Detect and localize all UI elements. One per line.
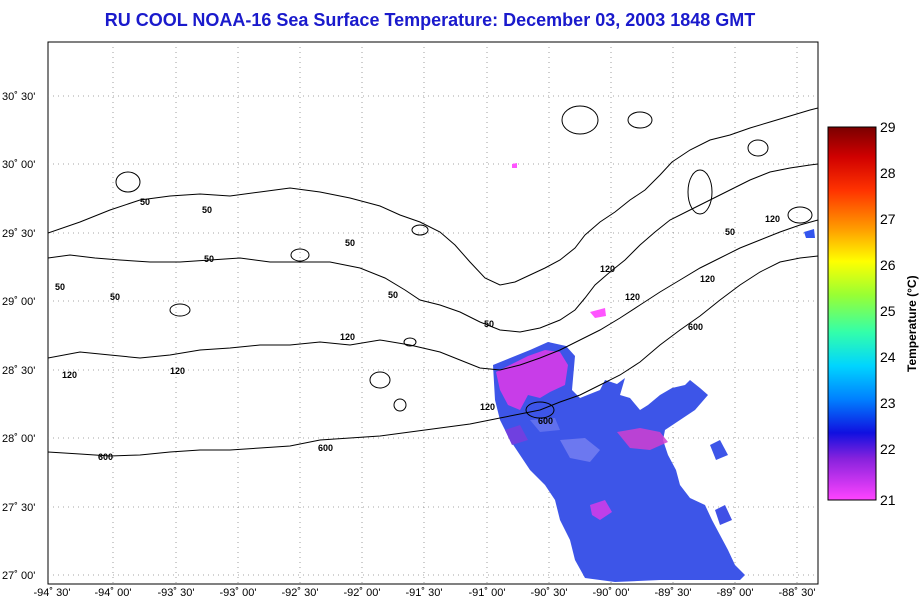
lon-label: -90˚ 30'	[531, 587, 568, 599]
lon-label: -94˚ 30'	[34, 587, 71, 599]
sst-patch-small	[710, 440, 728, 460]
contour-label: 50	[202, 205, 212, 215]
contour-label: 600	[688, 322, 703, 332]
sst-patch-small-2	[715, 505, 732, 525]
contour-label: 120	[765, 214, 780, 224]
lon-label: -89˚ 30'	[655, 587, 692, 599]
contour-label: 600	[538, 416, 553, 426]
lon-label: -91˚ 00'	[469, 587, 506, 599]
isobath-600	[48, 255, 818, 457]
bathymetry-contours	[48, 105, 818, 457]
isobath-120	[48, 219, 818, 371]
lon-label: -94˚ 00'	[95, 587, 132, 599]
lat-label: 29˚ 30'	[2, 228, 35, 240]
colorbar-tick-label: 28	[880, 165, 896, 181]
contour-label: 600	[98, 452, 113, 462]
colorbar-tick-label: 23	[880, 395, 896, 411]
colorbar-tick-label: 21	[880, 492, 896, 508]
lon-label: -92˚ 00'	[344, 587, 381, 599]
contour-label: 50	[484, 319, 494, 329]
sst-patch-magenta-3	[590, 500, 612, 520]
longitude-labels: -94˚ 30' -94˚ 00' -93˚ 30' -93˚ 00' -92˚…	[34, 587, 816, 599]
sst-patch-purple	[505, 425, 528, 445]
colorbar-tick-label: 27	[880, 211, 896, 227]
colorbar-tick-label: 26	[880, 257, 896, 273]
contour-label: 120	[600, 264, 615, 274]
colorbar-ticks: 29 28 27 26 25 24 23 22 21	[880, 119, 896, 508]
lat-label: 29˚ 00'	[2, 296, 35, 308]
sst-patch-tiny-3	[512, 163, 517, 168]
lon-label: -90˚ 00'	[593, 587, 630, 599]
colorbar: 29 28 27 26 25 24 23 22 21 Temperature (…	[827, 119, 919, 508]
sst-patch-tiny-2	[804, 229, 815, 238]
colorbar-tick-label: 25	[880, 303, 896, 319]
colorbar-tick-label: 22	[880, 441, 896, 457]
lat-label: 27˚ 00'	[2, 570, 35, 582]
lat-label: 27˚ 30'	[2, 502, 35, 514]
sst-data-overlay	[493, 163, 815, 582]
lat-label: 28˚ 00'	[2, 433, 35, 445]
sst-patch-light-2	[530, 418, 560, 432]
colorbar-tick-label: 24	[880, 349, 896, 365]
contour-label: 120	[700, 274, 715, 284]
contour-label: 50	[345, 238, 355, 248]
lon-label: -93˚ 30'	[158, 587, 195, 599]
isobath-50	[48, 163, 818, 333]
lon-label: -92˚ 30'	[282, 587, 319, 599]
colorbar-tick-label: 29	[880, 119, 896, 135]
lat-label: 30˚ 00'	[2, 159, 35, 171]
coastline	[48, 107, 818, 286]
contour-label: 50	[388, 290, 398, 300]
sst-patch-main	[493, 342, 745, 582]
lon-label: -91˚ 30'	[406, 587, 443, 599]
colorbar-title: Temperature (°C)	[905, 275, 919, 372]
lon-label: -89˚ 00'	[717, 587, 754, 599]
contour-label: 120	[340, 332, 355, 342]
contour-label: 120	[62, 370, 77, 380]
lon-label: -93˚ 00'	[220, 587, 257, 599]
contour-labels: 50 50 50 50 50 50 50 50 50 120 120 120 1…	[55, 197, 780, 462]
sst-patch-magenta-2	[617, 428, 668, 450]
contour-label: 120	[625, 292, 640, 302]
lon-label: -88˚ 30'	[779, 587, 816, 599]
contour-label: 50	[725, 227, 735, 237]
lat-label: 30˚ 30'	[2, 91, 35, 103]
sst-patch-light-1	[560, 438, 600, 462]
sst-patch-magenta-1	[496, 350, 568, 410]
contour-label: 600	[318, 443, 333, 453]
contour-label: 50	[204, 254, 214, 264]
lat-label: 28˚ 30'	[2, 365, 35, 377]
latitude-labels: 30˚ 30' 30˚ 00' 29˚ 30' 29˚ 00' 28˚ 30' …	[2, 91, 35, 582]
contour-label: 120	[170, 366, 185, 376]
contour-label: 50	[110, 292, 120, 302]
contour-label: 50	[55, 282, 65, 292]
colorbar-gradient	[827, 126, 877, 501]
contour-label: 50	[140, 197, 150, 207]
contour-label: 120	[480, 402, 495, 412]
sst-patch-tiny-1	[590, 308, 606, 318]
map-title: RU COOL NOAA-16 Sea Surface Temperature:…	[104, 10, 756, 30]
graticule	[48, 42, 818, 584]
map-frame	[47, 41, 819, 585]
